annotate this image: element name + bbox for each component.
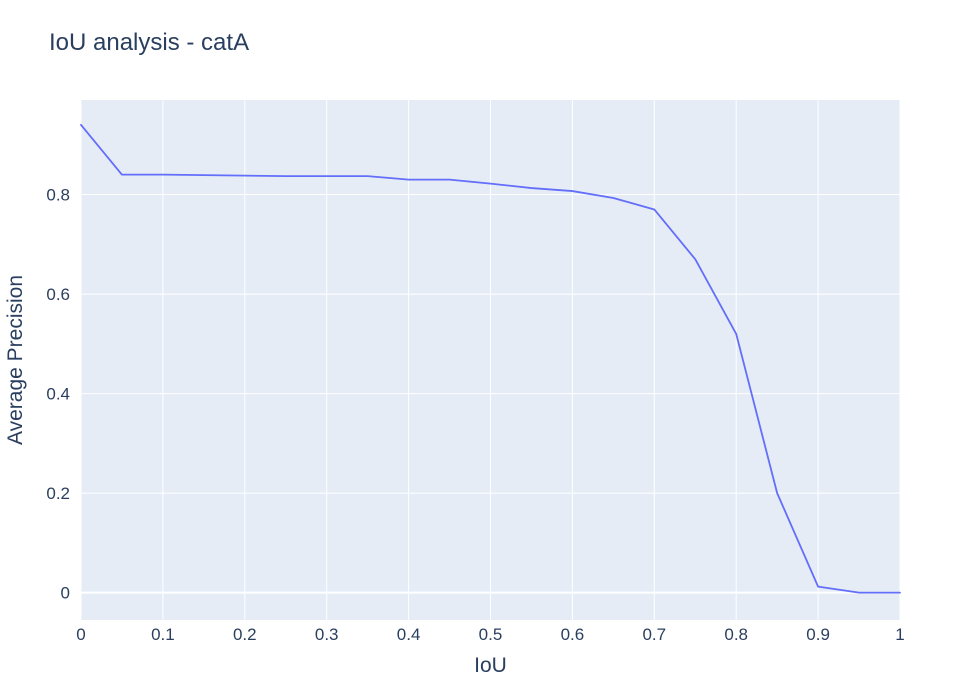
x-tick-label: 1 [895,625,904,644]
y-axis-ticks: 0 0.2 0.4 0.6 0.8 [46,186,70,603]
series-layer [80,123,901,594]
x-tick-label: 0.7 [642,625,666,644]
x-tick-label: 0.8 [724,625,748,644]
x-tick-label: 0.9 [806,625,830,644]
grid-lines [80,100,901,620]
average-precision-line [80,123,901,594]
y-tick-label: 0.6 [46,285,70,304]
y-tick-label: 0 [61,584,70,603]
y-tick-label: 0.2 [46,484,70,503]
y-axis-title: Average Precision [4,275,27,445]
y-tick-label: 0.4 [46,385,70,404]
chart-title: IoU analysis - catA [49,29,249,56]
x-axis-title: IoU [474,654,507,677]
x-axis-ticks: 0 0.1 0.2 0.3 0.4 0.5 0.6 0.7 0.8 0.9 1 [76,625,904,644]
x-tick-label: 0.2 [233,625,257,644]
x-tick-label: 0.1 [151,625,175,644]
x-tick-label: 0 [76,625,85,644]
x-tick-label: 0.4 [397,625,421,644]
y-tick-label: 0.8 [46,186,70,205]
x-tick-label: 0.3 [315,625,339,644]
x-tick-label: 0.6 [561,625,585,644]
x-tick-label: 0.5 [479,625,503,644]
